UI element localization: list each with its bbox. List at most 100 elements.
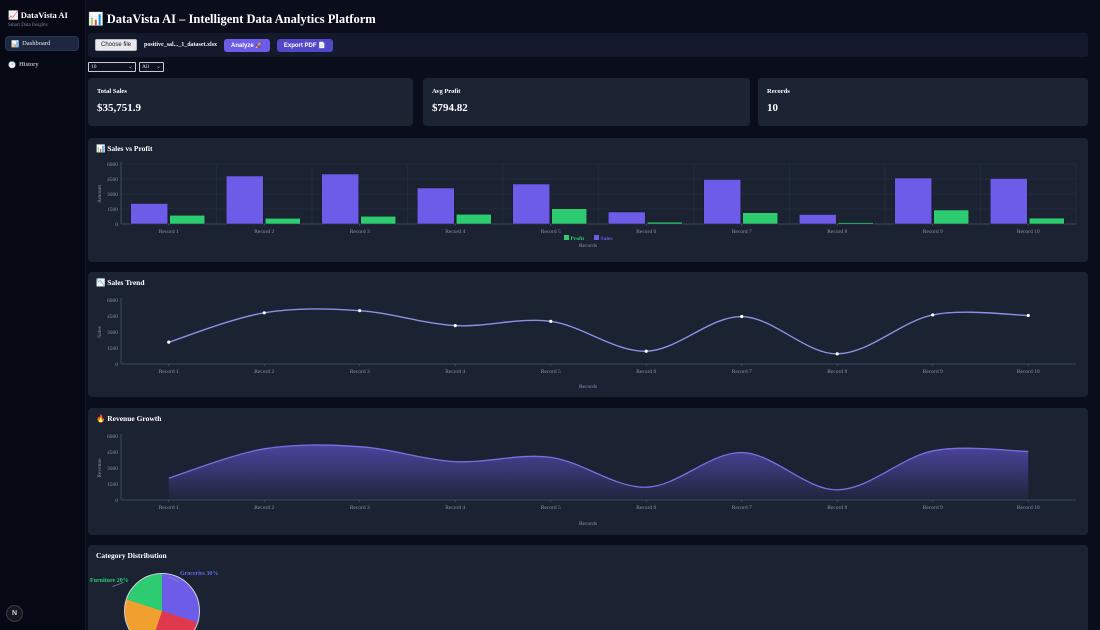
sidebar-item-label: History <box>19 61 39 68</box>
svg-text:Record 9: Record 9 <box>923 369 943 375</box>
svg-text:Amount: Amount <box>97 185 103 204</box>
svg-text:4500: 4500 <box>107 314 118 320</box>
sales-trend-line-chart[interactable]: 0 1500 3000 4500 6000 Sales Record 1 Record 2 Re… <box>94 294 1082 380</box>
logo-text: DataVista AI <box>20 10 68 20</box>
chart-title: 📉 Sales Trend <box>96 278 145 287</box>
svg-text:Record 6: Record 6 <box>636 505 656 511</box>
svg-text:Record 5: Record 5 <box>541 505 561 511</box>
chart-decreasing-icon: 📉 <box>96 278 106 287</box>
svg-text:Record 2: Record 2 <box>254 369 274 375</box>
svg-text:0: 0 <box>115 498 118 504</box>
svg-text:Record 6: Record 6 <box>636 229 656 235</box>
n-badge[interactable]: N <box>6 605 23 622</box>
stat-value: $35,751.9 <box>97 102 141 114</box>
category-distribution-chart-card: Category Distribution Groceries 30% Furn… <box>88 545 1088 630</box>
svg-text:Record 4: Record 4 <box>445 229 465 235</box>
profit-swatch-icon <box>563 235 569 240</box>
stat-card-total-sales: Total Sales $35,751.9 <box>88 78 413 126</box>
sales-trend-chart-card: 📉 Sales Trend 0 1500 3000 4500 6000 Sales Reco… <box>88 272 1088 397</box>
svg-text:Record 6: Record 6 <box>636 369 656 375</box>
bar-chart-icon: 📊 <box>88 12 104 26</box>
svg-text:1500: 1500 <box>107 207 118 213</box>
app-tagline: Smart Data Insights <box>8 23 48 28</box>
svg-text:Record 2: Record 2 <box>254 505 274 511</box>
chart-title: Category Distribution <box>96 551 167 560</box>
stat-label: Avg Profit <box>432 88 461 95</box>
svg-text:Record 9: Record 9 <box>923 229 943 235</box>
legend-item-profit[interactable]: Profit <box>563 235 584 242</box>
sidebar: 📈 DataVista AI Smart Data Insights 📊 Das… <box>0 0 86 630</box>
svg-text:0: 0 <box>115 222 118 228</box>
svg-text:3000: 3000 <box>107 330 118 336</box>
svg-text:Record 7: Record 7 <box>732 505 752 511</box>
clock-icon: 🕐 <box>8 61 17 69</box>
sales-vs-profit-bar-chart[interactable]: 0 1500 3000 4500 6000 Amount Record 1 Record 2 R… <box>94 160 1082 240</box>
svg-text:4500: 4500 <box>107 177 118 183</box>
main-content: 📊 DataVista AI – Intelligent Data Analyt… <box>85 0 1100 630</box>
svg-text:4500: 4500 <box>107 450 118 456</box>
x-axis-title: Records <box>578 384 598 390</box>
chart-title: 📊 Sales vs Profit <box>96 144 153 153</box>
svg-text:Record 1: Record 1 <box>159 229 179 235</box>
svg-text:6000: 6000 <box>107 162 118 168</box>
sales-swatch-icon <box>593 235 599 240</box>
chevron-down-icon: ⌄ <box>127 64 133 70</box>
stat-label: Total Sales <box>97 88 127 95</box>
revenue-growth-area-chart[interactable]: 0 1500 3000 4500 6000 Revenue Record 1 Record 2… <box>94 430 1082 516</box>
analyze-button[interactable]: Analyze 🚀 <box>224 38 270 52</box>
fire-icon: 🔥 <box>96 414 106 423</box>
svg-text:Record 1: Record 1 <box>159 369 179 375</box>
chart-title: 🔥 Revenue Growth <box>96 414 162 423</box>
svg-text:6000: 6000 <box>107 434 118 440</box>
pie-label-groceries: Groceries 30% <box>180 571 219 577</box>
stat-label: Records <box>767 88 790 95</box>
stat-value: 10 <box>767 102 778 114</box>
svg-text:3000: 3000 <box>107 466 118 472</box>
bar-chart-icon: 📊 <box>11 40 20 48</box>
svg-text:Record 4: Record 4 <box>445 505 465 511</box>
sidebar-item-history[interactable]: 🕐 History <box>3 57 77 72</box>
page-title-text: DataVista AI – Intelligent Data Analytic… <box>106 12 376 26</box>
svg-text:Record 3: Record 3 <box>350 505 370 511</box>
stat-card-avg-profit: Avg Profit $794.82 <box>423 78 750 126</box>
stat-card-records: Records 10 <box>758 78 1088 126</box>
svg-text:6000: 6000 <box>107 298 118 304</box>
svg-text:Record 7: Record 7 <box>732 229 752 235</box>
svg-text:Record 5: Record 5 <box>541 229 561 235</box>
svg-text:Record 10: Record 10 <box>1017 369 1040 375</box>
page-title: 📊 DataVista AI – Intelligent Data Analyt… <box>88 12 376 27</box>
records-filter-select[interactable]: 10 ⌄ <box>88 62 136 72</box>
choose-file-button[interactable]: Choose file <box>95 39 138 51</box>
revenue-growth-chart-card: 🔥 Revenue Growth 0 1500 3000 4500 6000 Revenu… <box>88 408 1088 535</box>
svg-text:1500: 1500 <box>107 482 118 488</box>
legend-item-sales[interactable]: Sales <box>593 235 612 242</box>
sidebar-item-dashboard[interactable]: 📊 Dashboard <box>5 36 79 51</box>
svg-text:Record 8: Record 8 <box>827 229 847 235</box>
svg-text:Record 3: Record 3 <box>350 369 370 375</box>
chart-legend: Profit Sales <box>88 235 1088 242</box>
category-distribution-pie-chart[interactable] <box>124 573 200 630</box>
svg-text:Record 3: Record 3 <box>350 229 370 235</box>
svg-text:Record 4: Record 4 <box>445 369 465 375</box>
svg-text:Record 7: Record 7 <box>732 369 752 375</box>
logo-trend-icon: 📈 <box>8 10 19 20</box>
svg-text:Record 5: Record 5 <box>541 369 561 375</box>
app-logo: 📈 DataVista AI <box>8 10 68 21</box>
sales-vs-profit-chart-card: 📊 Sales vs Profit 0 1500 3000 4500 6000 Amoun… <box>88 138 1088 262</box>
svg-text:Record 2: Record 2 <box>254 229 274 235</box>
svg-text:0: 0 <box>115 362 118 368</box>
svg-text:3000: 3000 <box>107 192 118 198</box>
sidebar-item-label: Dashboard <box>22 40 51 47</box>
pie-label-furniture: Furniture 20% <box>90 578 129 584</box>
category-filter-select[interactable]: All ⌄ <box>139 62 164 72</box>
svg-text:Record 8: Record 8 <box>827 505 847 511</box>
svg-text:Record 10: Record 10 <box>1017 505 1040 511</box>
x-axis-title: Records <box>578 243 598 249</box>
x-axis-title: Records <box>578 521 598 527</box>
bar-chart-icon: 📊 <box>96 144 106 153</box>
export-pdf-button[interactable]: Export PDF 📄 <box>276 38 333 52</box>
stat-value: $794.82 <box>432 102 468 114</box>
svg-text:1500: 1500 <box>107 346 118 352</box>
uploaded-file-name: positive_sal..._1_dataset.xlsx <box>144 42 218 48</box>
filter-value: All <box>142 64 150 70</box>
